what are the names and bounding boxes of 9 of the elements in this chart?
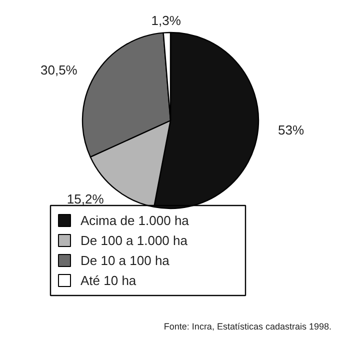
data-label: 30,5%: [40, 62, 78, 78]
legend-label: Até 10 ha: [80, 273, 137, 288]
legend-label: De 100 a 1.000 ha: [80, 233, 188, 248]
data-label: 1,3%: [151, 13, 182, 28]
legend-label: De 10 a 100 ha: [80, 253, 170, 268]
legend-label: Acima de 1.000 ha: [80, 213, 190, 228]
data-label: 53%: [278, 122, 304, 138]
source-note: Fonte: Incra, Estatísticas cadastrais 1998.: [164, 322, 332, 332]
data-label: 15,2%: [66, 192, 104, 207]
